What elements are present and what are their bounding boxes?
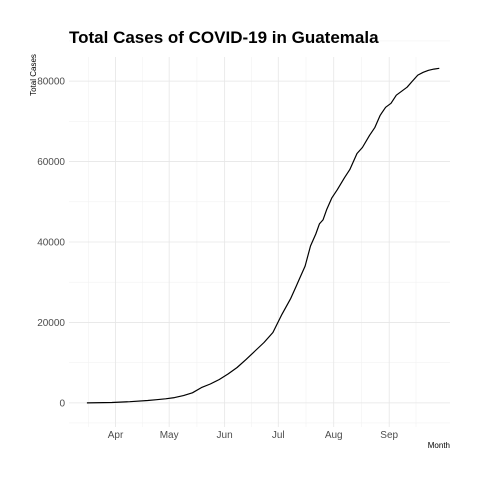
grid: [69, 40, 450, 427]
y-tick-label: 80000: [37, 77, 65, 88]
y-tick-label: 0: [59, 398, 65, 409]
x-axis-title: Month: [428, 441, 450, 450]
chart-title: Total Cases of COVID-19 in Guatemala: [69, 28, 379, 47]
y-axis-title: Total Cases: [29, 54, 38, 96]
y-tick-label: 40000: [37, 238, 65, 249]
x-tick-label: May: [160, 430, 179, 441]
y-tick-label: 60000: [37, 157, 65, 168]
x-tick-label: Aug: [325, 430, 343, 441]
series-line-total-cases: [86, 67, 440, 404]
ticks-layer: 0 20000 40000 60000 80000 Apr May Jun Jul Aug Sep: [37, 77, 398, 441]
x-tick-label: Sep: [380, 430, 398, 441]
y-tick-label: 20000: [37, 318, 65, 329]
x-tick-label: Apr: [108, 430, 124, 441]
x-tick-label: Jun: [217, 430, 233, 441]
series-layer: [86, 67, 440, 404]
x-tick-label: Jul: [272, 430, 285, 441]
